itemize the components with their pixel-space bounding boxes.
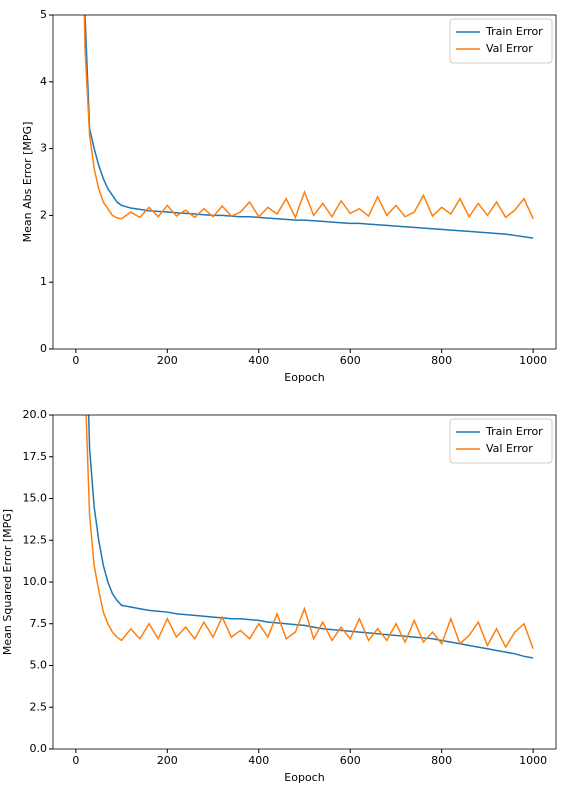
legend-label: Train Error bbox=[485, 425, 543, 438]
x-tick-label: 1000 bbox=[519, 754, 547, 767]
plot bbox=[83, 15, 534, 239]
y-tick-label: 0.0 bbox=[30, 742, 48, 755]
y-tick-label: 20.0 bbox=[23, 408, 48, 421]
y-tick-label: 12.5 bbox=[23, 533, 48, 546]
x-tick-label: 800 bbox=[431, 754, 452, 767]
y-tick-label: 15.0 bbox=[23, 492, 48, 505]
y-tick-label: 17.5 bbox=[23, 450, 48, 463]
data-line bbox=[83, 15, 534, 220]
plot bbox=[85, 415, 534, 659]
legend-box bbox=[449, 418, 553, 464]
x-axis-label: Eopoch bbox=[284, 771, 324, 784]
legend-label: Val Error bbox=[486, 42, 533, 55]
x-tick-label: 400 bbox=[248, 354, 269, 367]
legend-box bbox=[449, 18, 553, 64]
data-line bbox=[84, 15, 534, 239]
x-tick-label: 200 bbox=[157, 754, 178, 767]
axes-frame bbox=[52, 414, 557, 750]
y-tick-label: 7.5 bbox=[30, 617, 48, 630]
y-tick-label: 1 bbox=[40, 275, 47, 288]
y-tick-label: 5 bbox=[40, 8, 47, 21]
y-axis-label: Mean Squared Error [MPG] bbox=[1, 509, 14, 655]
data-line bbox=[87, 415, 534, 659]
y-tick-label: 3 bbox=[40, 142, 47, 155]
y-tick-label: 4 bbox=[40, 75, 47, 88]
x-tick-label: 600 bbox=[340, 354, 361, 367]
x-tick-label: 200 bbox=[157, 354, 178, 367]
x-tick-label: 0 bbox=[72, 754, 79, 767]
x-tick-label: 600 bbox=[340, 754, 361, 767]
y-tick-label: 2.5 bbox=[30, 700, 48, 713]
y-tick-label: 2 bbox=[40, 208, 47, 221]
y-tick-label: 5.0 bbox=[30, 659, 48, 672]
legend-label: Val Error bbox=[486, 442, 533, 455]
x-tick-label: 400 bbox=[248, 754, 269, 767]
y-axis-label: Mean Abs Error [MPG] bbox=[21, 122, 34, 243]
x-tick-label: 0 bbox=[72, 354, 79, 367]
y-tick-label: 0 bbox=[40, 342, 47, 355]
x-axis-label: Eopoch bbox=[284, 371, 324, 384]
x-tick-label: 1000 bbox=[519, 354, 547, 367]
axes-frame bbox=[52, 14, 557, 350]
y-tick-label: 10.0 bbox=[23, 575, 48, 588]
x-tick-label: 800 bbox=[431, 354, 452, 367]
data-line bbox=[85, 415, 534, 650]
legend-label: Train Error bbox=[485, 25, 543, 38]
